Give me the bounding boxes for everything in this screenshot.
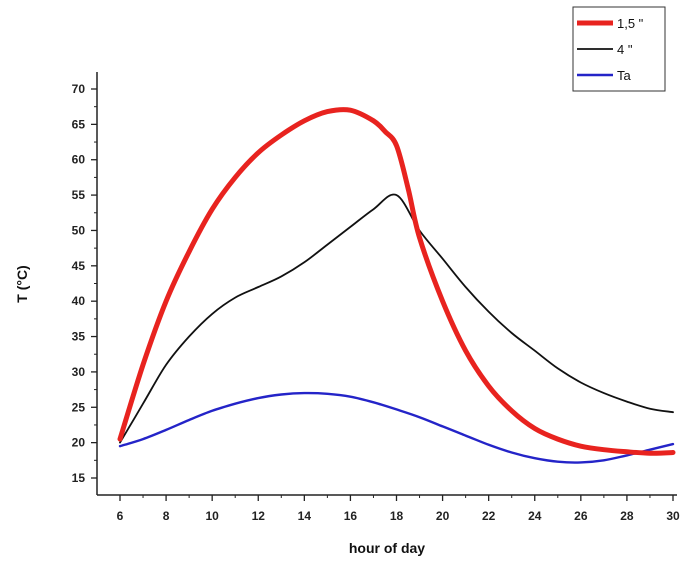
x-tick-label: 22 (482, 509, 496, 523)
x-tick-label: 18 (390, 509, 404, 523)
y-tick-label: 25 (72, 400, 86, 414)
y-tick-label: 15 (72, 471, 86, 485)
y-tick-label: 20 (72, 436, 86, 450)
y-tick-label: 65 (72, 117, 86, 131)
x-tick-label: 16 (344, 509, 358, 523)
legend: 1,5 " 4 " Ta (572, 6, 666, 92)
y-tick-label: 45 (72, 259, 86, 273)
y-tick-label: 35 (72, 330, 86, 344)
x-tick-label: 20 (436, 509, 450, 523)
y-axis-title: T (°C) (14, 265, 30, 302)
x-tick-label: 24 (528, 509, 542, 523)
y-tick-label: 70 (72, 82, 86, 96)
legend-label-2: Ta (617, 68, 632, 83)
x-tick-label: 14 (298, 509, 312, 523)
x-tick-label: 12 (252, 509, 266, 523)
x-tick-label: 26 (574, 509, 588, 523)
series-line-2 (118, 391, 675, 464)
x-tick-label: 30 (666, 509, 680, 523)
x-tick-label: 8 (163, 509, 170, 523)
legend-label-0: 1,5 " (617, 16, 644, 31)
y-tick-label: 55 (72, 188, 86, 202)
y-tick-label: 50 (72, 223, 86, 237)
series-line-0 (117, 107, 676, 456)
x-tick-label: 10 (205, 509, 219, 523)
x-ticks: 6 8 10 12 14 16 18 20 22 24 26 28 30 (117, 495, 680, 523)
x-tick-label: 6 (117, 509, 124, 523)
y-ticks: 15 20 25 30 35 40 45 50 55 60 65 70 (72, 82, 97, 485)
y-tick-label: 60 (72, 153, 86, 167)
y-tick-label: 40 (72, 294, 86, 308)
series-layer (117, 107, 676, 464)
x-axis-title: hour of day (349, 540, 425, 556)
x-tick-label: 28 (620, 509, 634, 523)
y-tick-label: 30 (72, 365, 86, 379)
series-line-1 (119, 193, 674, 444)
legend-label-1: 4 " (617, 42, 633, 57)
